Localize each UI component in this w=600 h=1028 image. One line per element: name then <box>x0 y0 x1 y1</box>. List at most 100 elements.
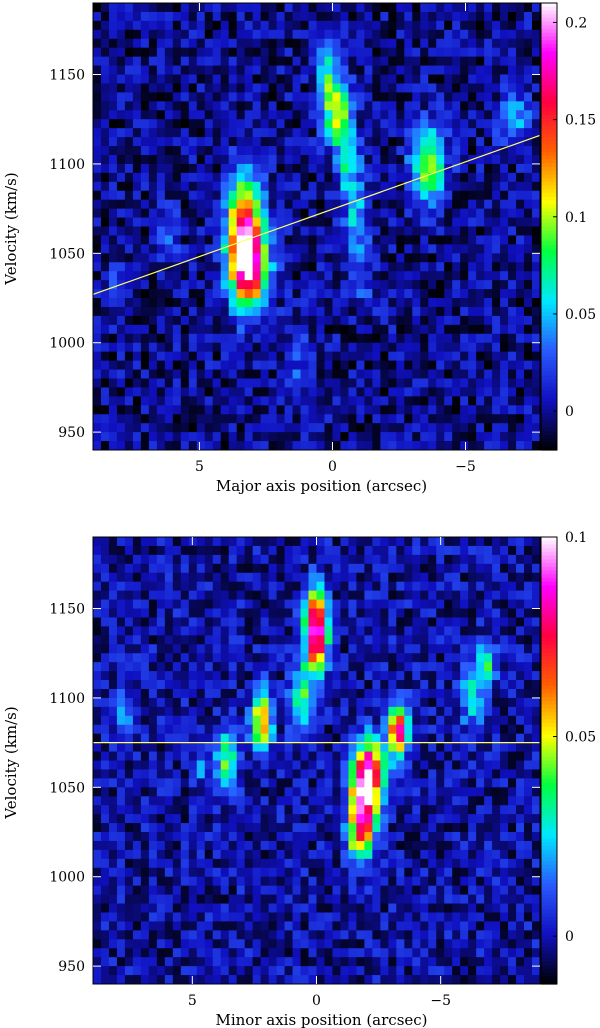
heatmap-cell <box>132 814 142 824</box>
heatmap-cell <box>492 110 501 120</box>
heatmap-cell <box>404 315 413 326</box>
heatmap-cell <box>524 65 533 76</box>
heatmap-cell <box>484 805 493 815</box>
heatmap-cell <box>212 840 222 851</box>
heatmap-cell <box>284 626 294 636</box>
heatmap-cell <box>140 378 150 389</box>
heatmap-cell <box>100 289 110 299</box>
heatmap-cell <box>180 796 190 806</box>
heatmap-cell <box>316 154 326 165</box>
heatmap-cell <box>516 181 525 192</box>
heatmap-cell <box>180 65 190 76</box>
heatmap-cell <box>172 172 182 183</box>
heatmap-cell <box>300 581 310 592</box>
heatmap-cell <box>420 814 429 824</box>
heatmap-cell <box>468 119 477 129</box>
colorbar-step <box>541 431 557 436</box>
heatmap-cell <box>212 751 222 762</box>
heatmap-cell <box>260 387 270 397</box>
heatmap-cell <box>268 653 278 663</box>
heatmap-cell <box>212 324 222 335</box>
heatmap-cell <box>460 360 469 371</box>
heatmap-cell <box>204 405 214 415</box>
heatmap-cell <box>364 653 373 663</box>
heatmap-cell <box>172 554 182 565</box>
heatmap-cell <box>532 814 540 824</box>
heatmap-cell <box>204 208 214 219</box>
heatmap-cell <box>308 823 318 833</box>
heatmap-cell <box>284 545 294 556</box>
heatmap-cell <box>188 769 198 779</box>
heatmap-cell <box>364 154 373 165</box>
heatmap-cell <box>93 537 102 547</box>
colorbar-step <box>541 349 557 354</box>
heatmap-cell <box>356 360 365 371</box>
heatmap-cell <box>220 56 230 67</box>
heatmap-cell <box>124 83 134 93</box>
heatmap-cell <box>476 405 485 415</box>
heatmap-cell <box>100 119 110 129</box>
heatmap-cell <box>348 387 358 397</box>
heatmap-cell <box>340 83 350 93</box>
heatmap-cell <box>332 29 342 40</box>
heatmap-cell <box>116 289 126 299</box>
heatmap-cell <box>196 662 206 672</box>
heatmap-cell <box>196 315 206 326</box>
heatmap-cell <box>532 92 540 102</box>
heatmap-cell <box>500 342 509 353</box>
heatmap-cell <box>460 680 469 690</box>
heatmap-cell <box>316 760 326 771</box>
heatmap-cell <box>260 396 270 406</box>
heatmap-cell <box>516 441 525 450</box>
heatmap-cell <box>268 146 278 156</box>
heatmap-cell <box>268 671 278 681</box>
heatmap-cell <box>124 154 134 165</box>
heatmap-cell <box>172 706 182 717</box>
heatmap-cell <box>356 262 365 272</box>
heatmap-cell <box>204 572 214 583</box>
heatmap-cell <box>244 644 254 654</box>
heatmap-cell <box>268 154 278 165</box>
heatmap-cell <box>436 208 445 219</box>
heatmap-cell <box>172 644 182 654</box>
heatmap-cell <box>316 342 326 353</box>
heatmap-cell <box>116 128 126 138</box>
heatmap-cell <box>276 280 286 290</box>
heatmap-cell <box>508 617 517 627</box>
heatmap-cell <box>468 671 477 681</box>
heatmap-cell <box>500 849 509 860</box>
colorbar-step <box>541 211 557 216</box>
heatmap-cell <box>500 572 509 583</box>
heatmap-cell <box>140 315 150 326</box>
heatmap-cell <box>364 226 373 237</box>
heatmap-cell <box>436 414 445 424</box>
heatmap-cell <box>508 671 517 681</box>
heatmap-cell <box>340 56 350 67</box>
heatmap-cell <box>316 680 326 690</box>
heatmap-cell <box>492 832 501 842</box>
heatmap-cell <box>172 387 182 397</box>
heatmap-cell <box>476 653 485 663</box>
heatmap-cell <box>476 823 485 833</box>
heatmap-cell <box>468 3 477 13</box>
heatmap-cell <box>452 653 461 663</box>
heatmap-cell <box>116 387 126 397</box>
heatmap-cell <box>316 715 326 726</box>
heatmap-cell <box>452 715 461 726</box>
heatmap-cell <box>372 74 381 85</box>
heatmap-cell <box>252 599 262 610</box>
heatmap-cell <box>220 760 230 771</box>
heatmap-cell <box>220 324 230 335</box>
heatmap-cell <box>420 537 429 547</box>
heatmap-cell <box>532 823 540 833</box>
heatmap-cell <box>476 342 485 353</box>
heatmap-cell <box>404 751 413 762</box>
heatmap-cell <box>476 11 485 22</box>
heatmap-cell <box>444 29 453 40</box>
heatmap-cell <box>212 760 222 771</box>
heatmap-cell <box>452 3 461 13</box>
colorbar-step <box>541 263 557 269</box>
heatmap-cell <box>516 769 525 779</box>
heatmap-cell <box>500 101 509 111</box>
heatmap-cell <box>140 163 150 174</box>
